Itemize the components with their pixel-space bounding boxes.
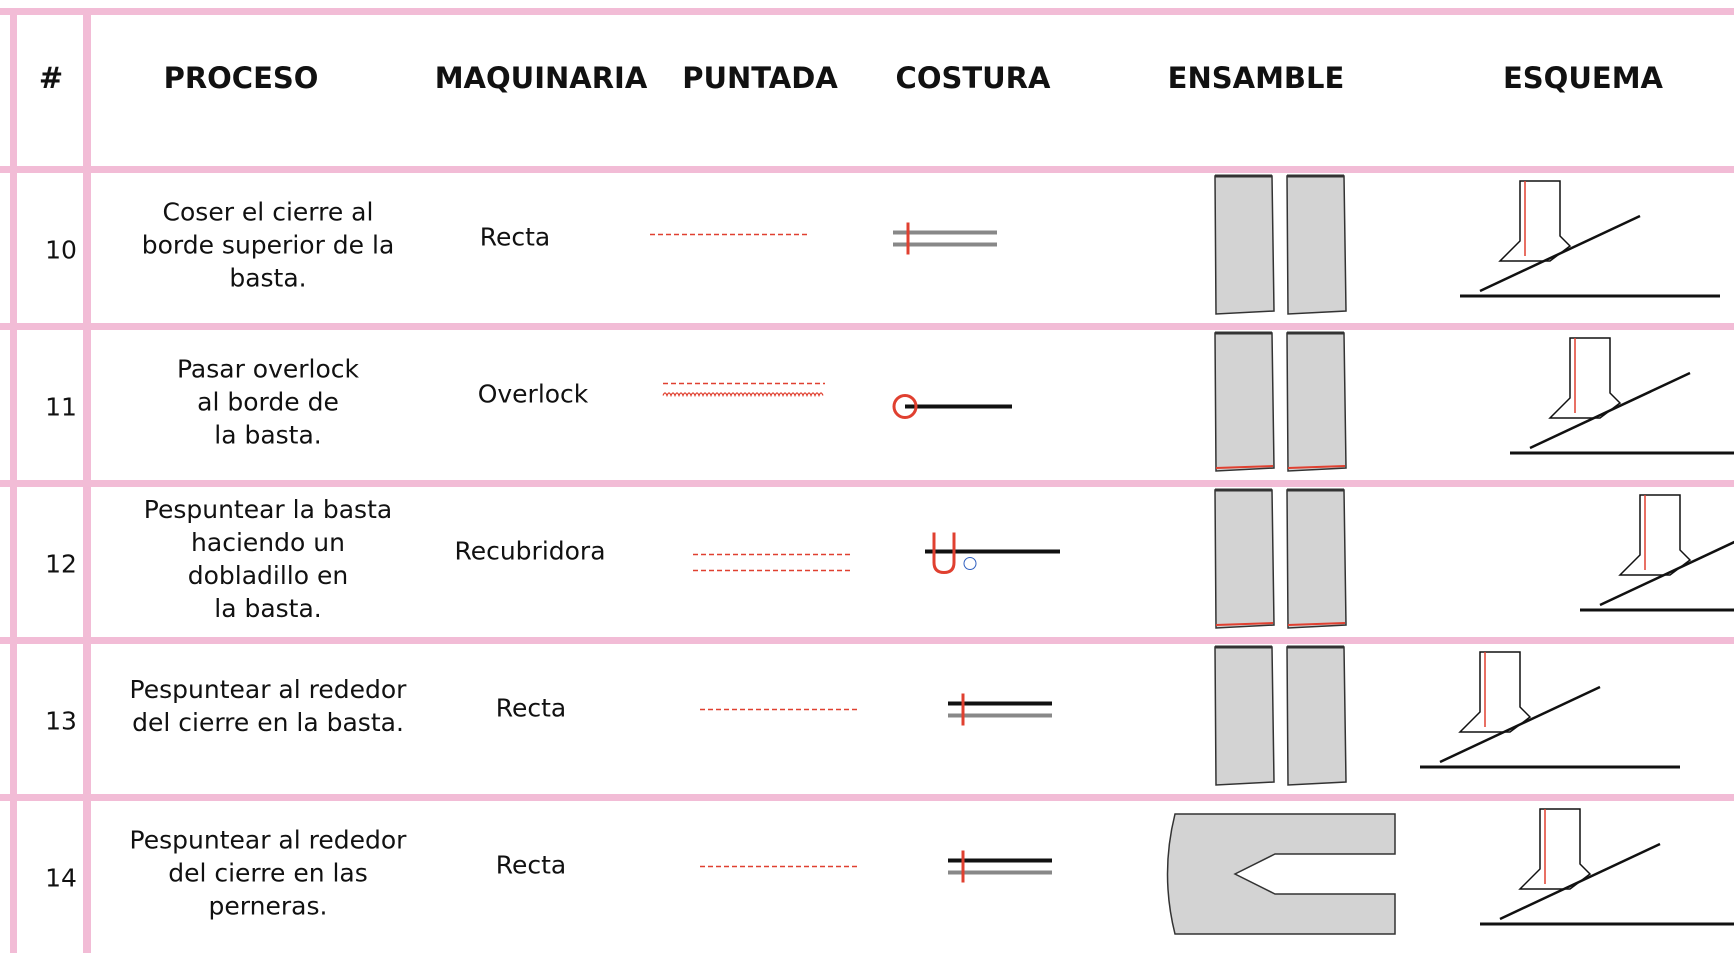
presser-foot: [1458, 651, 1532, 733]
border-top: [0, 8, 1734, 15]
machine-text: Recta: [480, 223, 551, 252]
process-text: la basta.: [214, 594, 322, 623]
panel: [1214, 332, 1275, 472]
row-border: [0, 794, 1734, 801]
row-number: 13: [45, 707, 77, 736]
row-border: [0, 637, 1734, 644]
process-text: Coser el cierre al: [163, 198, 374, 227]
shape: [1215, 465, 1274, 469]
process-text: Pespuntear al rededor: [130, 675, 408, 704]
shape: [1287, 465, 1346, 469]
process-text: del cierre en la basta.: [132, 708, 404, 737]
process-text: Pespuntear la basta: [144, 495, 392, 524]
row-border: [0, 323, 1734, 330]
process-text: haciendo un: [191, 528, 345, 557]
panel: [1286, 646, 1347, 786]
header-cell: PUNTADA: [682, 61, 838, 95]
header-cell: MAQUINARIA: [435, 61, 648, 95]
row-border: [0, 166, 1734, 173]
trouser: [1166, 813, 1396, 935]
process-text: borde superior de la: [142, 231, 395, 260]
header-cell: COSTURA: [896, 61, 1051, 95]
shape: [1479, 214, 1641, 293]
panel: [1214, 646, 1275, 786]
row-number: 11: [45, 393, 77, 422]
row-number: 14: [45, 864, 77, 893]
process-text: perneras.: [209, 892, 328, 921]
shape: [1439, 685, 1601, 764]
machine-text: Recubridora: [454, 537, 605, 566]
shape: [1599, 540, 1734, 607]
shape: [963, 557, 977, 570]
process-text: dobladillo en: [188, 561, 348, 590]
overlock: [662, 392, 824, 398]
panel: [1286, 489, 1347, 629]
process-text: la basta.: [214, 421, 322, 450]
panel: [1214, 489, 1275, 629]
panel: [1214, 175, 1275, 315]
row-number: 10: [45, 236, 77, 265]
header-cell: ESQUEMA: [1503, 61, 1664, 95]
shape: [1287, 622, 1346, 626]
machine-text: Recta: [496, 694, 567, 723]
machine-text: Overlock: [478, 380, 589, 409]
row-border: [0, 480, 1734, 487]
header-cell: #: [39, 61, 63, 95]
shape: [1529, 371, 1691, 450]
process-text: al borde de: [197, 388, 339, 417]
process-text: Pespuntear al rededor: [130, 826, 408, 855]
shape: [892, 394, 918, 419]
panel: [1286, 332, 1347, 472]
header-cell: ENSAMBLE: [1168, 61, 1345, 95]
shape: [1499, 842, 1661, 921]
header-cell: PROCESO: [164, 61, 319, 95]
panel: [1286, 175, 1347, 315]
process-text: del cierre en las: [168, 859, 368, 888]
presser-foot: [1618, 494, 1692, 576]
process-text: Pasar overlock: [177, 355, 360, 384]
presser-foot: [1548, 337, 1622, 419]
shape: [1215, 622, 1274, 626]
presser-foot: [1498, 180, 1572, 262]
row-number: 12: [45, 550, 77, 579]
shape: [932, 532, 956, 575]
machine-text: Recta: [496, 851, 567, 880]
presser-foot: [1518, 808, 1592, 890]
process-text: basta.: [229, 264, 306, 293]
